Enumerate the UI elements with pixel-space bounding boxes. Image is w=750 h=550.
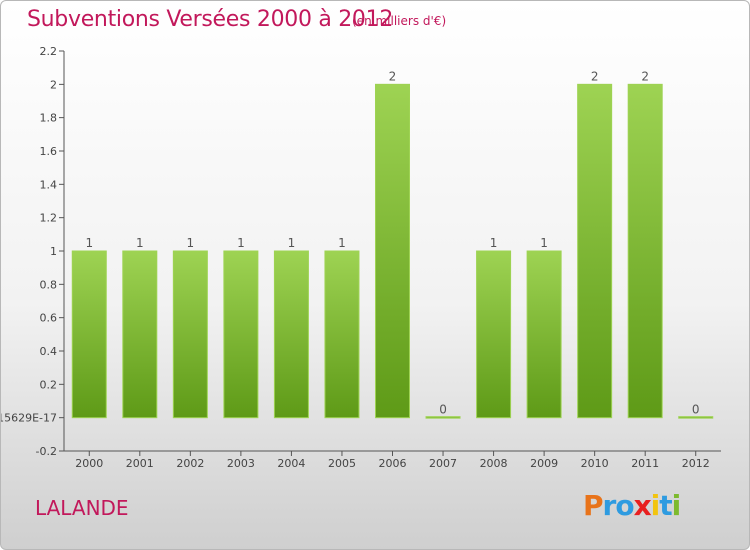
chart-subtitle: (en milliers d'€): [352, 14, 447, 28]
x-tick-label: 2008: [480, 457, 508, 470]
y-tick-label: 2.2: [40, 45, 58, 58]
bar: [172, 250, 208, 419]
bar-value-label: 1: [288, 236, 296, 250]
data-labels-group: 1 1 1 1 1 1 2 0 1 1 2 2 0: [85, 69, 699, 416]
x-tick-label: 2004: [277, 457, 305, 470]
y-tick-label: 0.6: [40, 312, 58, 325]
logo-letter: t: [659, 489, 672, 522]
x-tick-label: 2010: [581, 457, 609, 470]
bar-value-label: 1: [490, 236, 498, 250]
bar: [425, 416, 461, 419]
logo-letter: i: [671, 489, 682, 522]
y-tick-label: 2: [50, 78, 57, 91]
bar-value-label: 2: [591, 69, 599, 83]
x-tick-label: 2012: [682, 457, 710, 470]
logo-letter: i: [650, 489, 661, 522]
bar-value-label: 1: [237, 236, 245, 250]
x-tick-label: 2007: [429, 457, 457, 470]
bar-value-label: 1: [540, 236, 548, 250]
bar-value-label: 1: [85, 236, 93, 250]
y-tick-label: 1: [50, 245, 57, 258]
x-tick-label: 2006: [379, 457, 407, 470]
logo-letter: x: [633, 489, 652, 522]
y-tick-label: 0.4: [40, 345, 58, 358]
logo-letter: r: [602, 489, 617, 522]
x-tick-label: 2011: [631, 457, 659, 470]
bar-value-label: 2: [389, 69, 397, 83]
y-tick-label: -0.2: [36, 445, 57, 458]
place-name: LALANDE: [35, 496, 129, 520]
y-tick-label: 1.4: [40, 178, 58, 191]
bar-value-label: 1: [187, 236, 195, 250]
chart-title: Subventions Versées 2000 à 2012: [27, 7, 394, 32]
x-tick-label: 2002: [176, 457, 204, 470]
x-tick-label: 2009: [530, 457, 558, 470]
proxiti-logo: Proxiti: [583, 489, 682, 522]
bar: [324, 250, 360, 419]
bar: [526, 250, 562, 419]
logo-letter: o: [615, 489, 634, 522]
x-tick-label: 2001: [126, 457, 154, 470]
y-tick-label: 1.2: [40, 212, 58, 225]
y-tick-label: 1.6: [40, 145, 58, 158]
bar: [273, 250, 309, 419]
bar-value-label: 0: [692, 403, 700, 417]
bar: [122, 250, 158, 419]
bar: [678, 416, 714, 419]
y-tick-label: 1.8: [40, 112, 58, 125]
bar-value-label: 1: [136, 236, 144, 250]
y-tick-label: 0.2: [40, 378, 58, 391]
bar: [71, 250, 107, 419]
x-tick-label: 2000: [75, 457, 103, 470]
x-tick-label: 2003: [227, 457, 255, 470]
bar: [223, 250, 259, 419]
x-tick-label: 2005: [328, 457, 356, 470]
logo-letter: P: [583, 489, 604, 522]
y-tick-label: -1.15629E-17: [1, 412, 57, 425]
bar: [577, 83, 613, 419]
bar-value-label: 2: [641, 69, 649, 83]
bar: [375, 83, 410, 419]
bar: [476, 250, 512, 419]
axes: 2.2 2 1.8 1.6 1.4 1.2 1 0.8 0.6 0.4 0.2 -1.15629E-1…: [1, 45, 721, 470]
bar-value-label: 1: [338, 236, 346, 250]
bar: [627, 83, 663, 419]
y-tick-label: 0.8: [40, 278, 58, 291]
bars-group: [71, 83, 714, 419]
bar-value-label: 0: [439, 403, 447, 417]
